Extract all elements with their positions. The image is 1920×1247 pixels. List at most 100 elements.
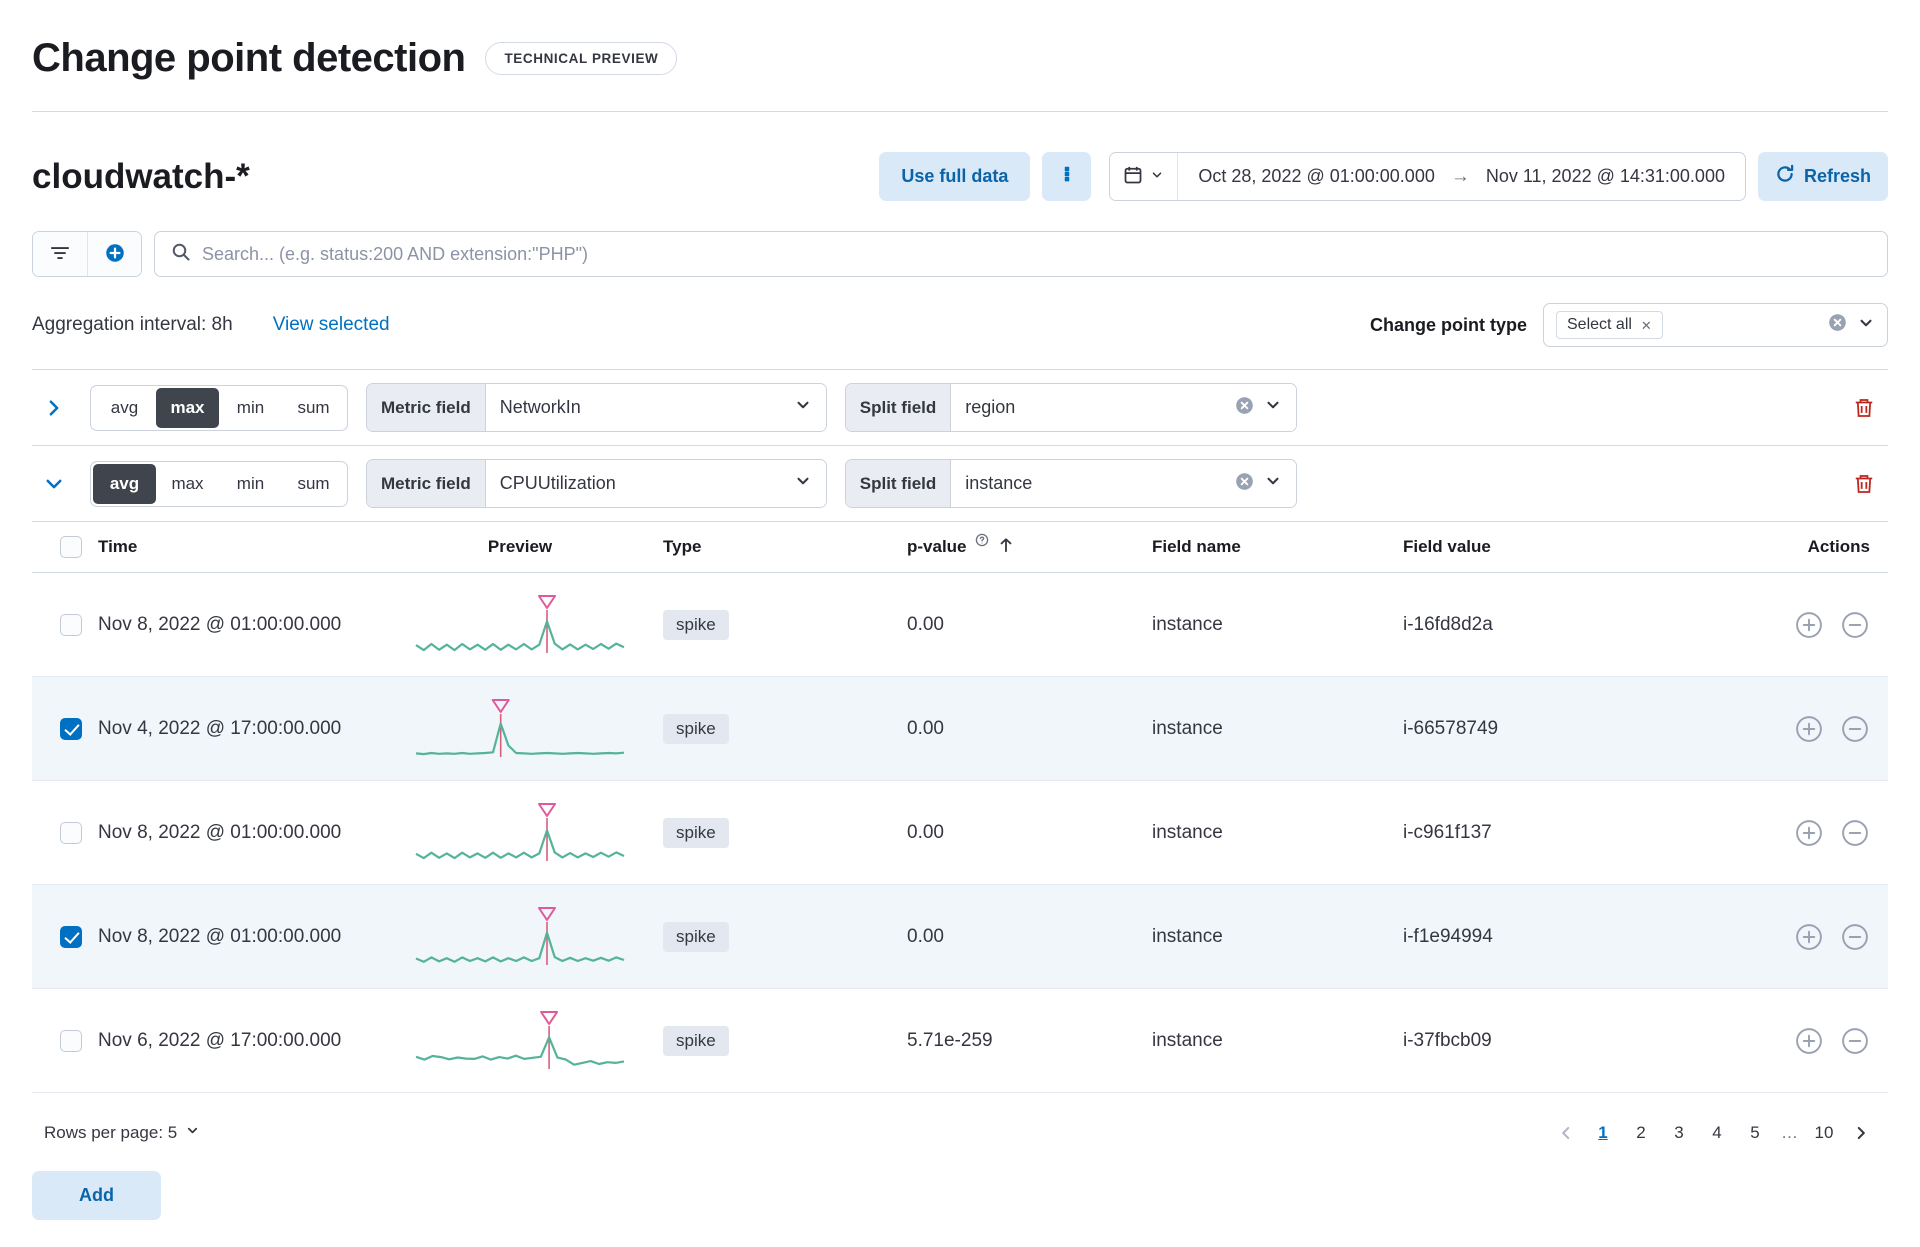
trash-icon	[1855, 474, 1873, 493]
column-header-pvalue[interactable]: p-value	[907, 533, 1152, 559]
aggregation-row: Aggregation interval: 8h View selected C…	[32, 303, 1888, 347]
agg-button-sum[interactable]: sum	[282, 464, 345, 504]
type-badge: spike	[663, 817, 729, 848]
delete-config-button[interactable]	[1842, 386, 1886, 430]
add-filter-button[interactable]	[87, 232, 141, 276]
row-checkbox[interactable]	[60, 925, 82, 948]
page-button-5[interactable]: 5	[1739, 1117, 1771, 1149]
refresh-label: Refresh	[1803, 166, 1871, 186]
attach-filter-button[interactable]	[1794, 714, 1824, 744]
column-header-preview: Preview	[487, 537, 553, 556]
attach-filter-button[interactable]	[1794, 1026, 1824, 1056]
arrow-right-icon: →	[1450, 165, 1470, 187]
row-checkbox[interactable]	[60, 613, 82, 636]
agg-button-sum[interactable]: sum	[282, 388, 345, 428]
plus-circle-icon	[105, 243, 125, 266]
next-page-button[interactable]	[1846, 1118, 1876, 1148]
minus-in-circle-icon	[1842, 611, 1868, 638]
page-button-1[interactable]: 1	[1587, 1117, 1619, 1149]
split-field-select[interactable]: instance	[951, 460, 1297, 507]
refresh-button[interactable]: Refresh	[1757, 152, 1888, 201]
type-badge: spike	[663, 1025, 729, 1056]
expand-toggle-button[interactable]	[36, 390, 72, 426]
column-header-time: Time	[98, 537, 138, 556]
column-header-field-name: Field name	[1152, 537, 1241, 556]
technical-preview-badge: TECHNICAL PREVIEW	[485, 42, 678, 75]
filter-button-group	[32, 231, 142, 277]
change-point-type-label: Change point type	[1370, 314, 1527, 335]
agg-button-min[interactable]: min	[219, 464, 282, 504]
filter-button[interactable]	[33, 232, 87, 276]
row-checkbox[interactable]	[60, 821, 82, 844]
metric-field-select[interactable]: CPUUtilization	[485, 460, 826, 507]
delete-config-button[interactable]	[1842, 462, 1886, 506]
metric-field-select[interactable]: NetworkIn	[485, 384, 826, 431]
pvalue-cell: 0.00	[907, 613, 944, 635]
detach-filter-button[interactable]	[1840, 1026, 1870, 1056]
table-row: Nov 8, 2022 @ 01:00:00.000 spike 0.00 in…	[32, 573, 1888, 677]
rows-per-page-button[interactable]: Rows per page: 5	[44, 1123, 200, 1143]
page-button-3[interactable]: 3	[1663, 1117, 1695, 1149]
agg-button-max[interactable]: max	[156, 387, 219, 428]
selected-type-label: Select all	[1567, 316, 1632, 333]
page-button-10[interactable]: 10	[1808, 1117, 1840, 1149]
search-input[interactable]	[202, 243, 1871, 265]
agg-button-avg[interactable]: avg	[93, 463, 156, 504]
sample-size-button[interactable]	[1042, 152, 1092, 201]
view-selected-link[interactable]: View selected	[272, 314, 390, 335]
field-value-cell: i-16fd8d2a	[1403, 613, 1493, 635]
date-start[interactable]: Oct 28, 2022 @ 01:00:00.000	[1198, 166, 1435, 186]
aggregation-info: Aggregation interval: 8h View selected	[32, 314, 390, 336]
collapse-toggle-button[interactable]	[36, 466, 72, 502]
use-full-data-button[interactable]: Use full data	[879, 152, 1031, 201]
select-all-checkbox[interactable]	[60, 536, 82, 558]
date-picker-menu-button[interactable]	[1110, 153, 1179, 200]
chevron-down-icon	[1264, 472, 1282, 495]
page-button-2[interactable]: 2	[1625, 1117, 1657, 1149]
chevron-down-icon	[46, 479, 62, 488]
table-row: Nov 4, 2022 @ 17:00:00.000 spike 0.00 in…	[32, 677, 1888, 781]
pvalue-label: p-value	[907, 537, 967, 556]
detach-filter-button[interactable]	[1840, 714, 1870, 744]
time-cell: Nov 8, 2022 @ 01:00:00.000	[98, 821, 342, 843]
clear-icon[interactable]	[1828, 313, 1847, 337]
selected-type-pill: Select all ✕	[1556, 311, 1663, 339]
split-field-select[interactable]: region	[951, 384, 1297, 431]
metric-field-label: Metric field	[367, 384, 486, 431]
change-point-type-select[interactable]: Select all ✕	[1543, 303, 1888, 347]
split-field-label: Split field	[845, 384, 952, 431]
page-button-4[interactable]: 4	[1701, 1117, 1733, 1149]
row-checkbox[interactable]	[60, 717, 82, 740]
agg-button-max[interactable]: max	[156, 464, 219, 504]
attach-filter-button[interactable]	[1794, 818, 1824, 848]
agg-button-min[interactable]: min	[219, 388, 282, 428]
attach-filter-button[interactable]	[1794, 610, 1824, 640]
time-cell: Nov 6, 2022 @ 17:00:00.000	[98, 1029, 342, 1051]
detach-filter-button[interactable]	[1840, 610, 1870, 640]
chevron-down-icon	[1264, 396, 1282, 419]
detach-filter-button[interactable]	[1840, 922, 1870, 952]
metric-field-value: NetworkIn	[499, 397, 581, 417]
clear-icon[interactable]	[1235, 472, 1254, 496]
chevron-left-icon	[1562, 1126, 1570, 1140]
split-field-group: Split field instance	[844, 459, 1298, 508]
field-value-cell: i-c961f137	[1403, 821, 1492, 843]
agg-button-avg[interactable]: avg	[93, 388, 156, 428]
config-row-cpuutilization: avg max min sum Metric field CPUUtilizat…	[32, 445, 1888, 521]
date-range-field[interactable]: Oct 28, 2022 @ 01:00:00.000 → Nov 11, 20…	[1178, 153, 1745, 200]
minus-in-circle-icon	[1842, 923, 1868, 950]
add-button[interactable]: Add	[32, 1171, 161, 1220]
detach-filter-button[interactable]	[1840, 818, 1870, 848]
page-title: Change point detection	[32, 36, 466, 80]
date-end[interactable]: Nov 11, 2022 @ 14:31:00.000	[1485, 166, 1725, 186]
pill-remove-icon[interactable]: ✕	[1640, 317, 1652, 333]
chevron-right-icon	[1857, 1126, 1865, 1140]
attach-filter-button[interactable]	[1794, 922, 1824, 952]
clear-icon[interactable]	[1235, 396, 1254, 420]
row-checkbox[interactable]	[60, 1029, 82, 1052]
table-footer: Rows per page: 5 1 2 3 4 5 … 10	[32, 1093, 1888, 1169]
type-badge: spike	[663, 921, 729, 952]
previous-page-button[interactable]	[1551, 1118, 1581, 1148]
field-name-cell: instance	[1152, 613, 1223, 635]
preview-sparkline	[413, 697, 663, 761]
